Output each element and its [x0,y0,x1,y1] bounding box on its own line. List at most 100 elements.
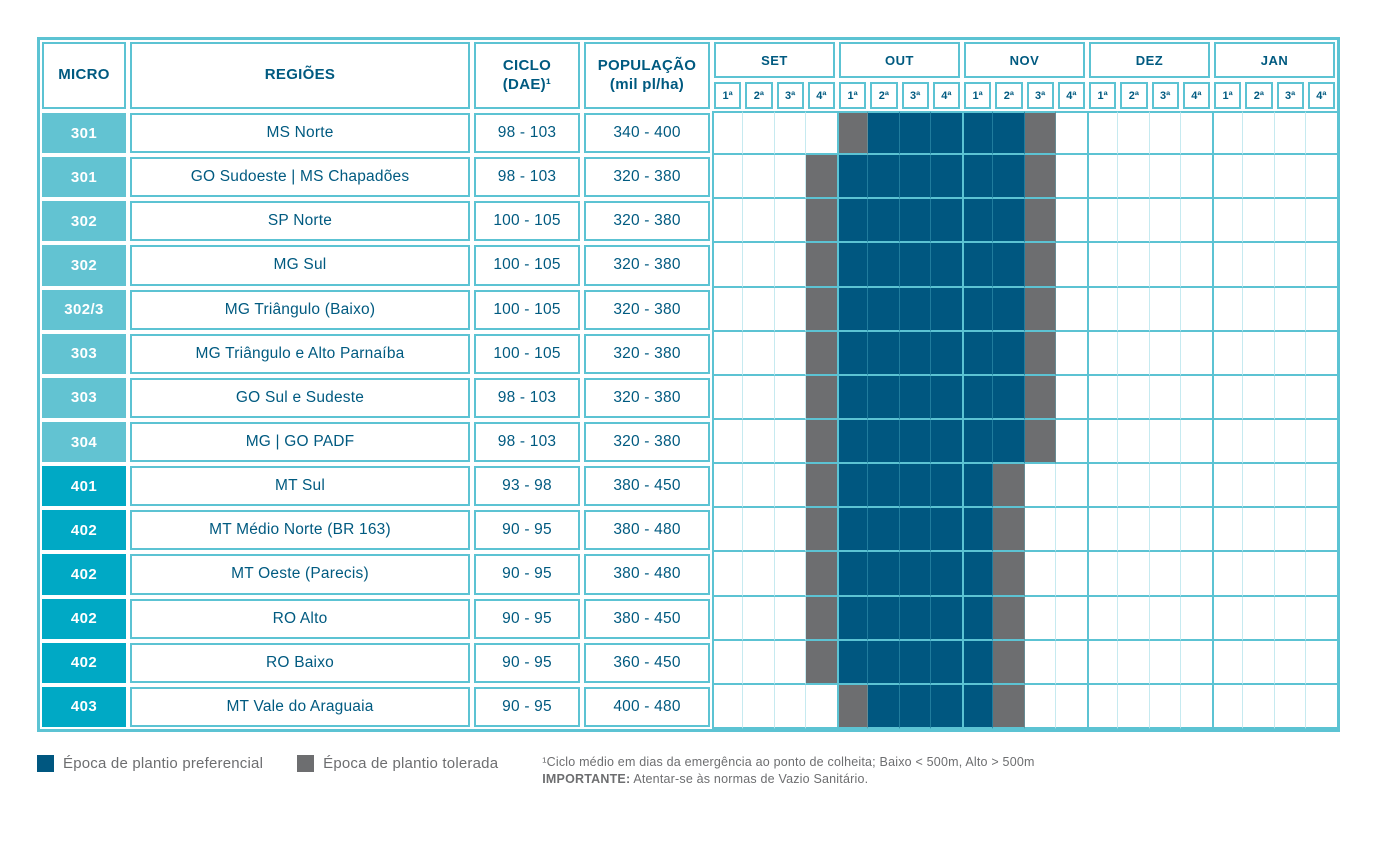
calendar-cell-dez-week1 [1087,464,1119,509]
week-header-dez-2: 2ª [1120,82,1148,109]
calendar-cell-out-week2 [868,419,900,465]
calendar-cell-jan-week3 [1274,640,1306,685]
header-ciclo-line2: (DAE)¹ [502,75,552,93]
ciclo-footnote: ¹Ciclo médio em dias da emergência ao po… [542,754,1035,769]
calendar-cell-set-week3 [774,155,806,200]
calendar-cell-jan-week4 [1305,243,1337,288]
calendar-cell-out-week2 [868,155,900,200]
calendar-cell-set-week4 [805,111,837,156]
calendar-cell-jan-week1 [1212,508,1244,553]
calendar-cell-nov-week3 [1024,111,1056,156]
week-header-set-3: 3ª [776,82,804,109]
calendar-cell-dez-week2 [1118,508,1150,553]
calendar-cell-jan-week3 [1274,596,1306,641]
calendar-cell-dez-week3 [1149,199,1181,244]
populacao-cell: 320 - 380 [584,245,710,286]
calendar-cell-set-week2 [743,508,775,553]
calendar-cell-dez-week4 [1180,552,1212,597]
week-header-out-2: 2ª [870,82,898,109]
calendar-cell-jan-week3 [1274,243,1306,288]
calendar-cell-out-week2 [868,331,900,376]
calendar-cell-jan-week1 [1212,375,1244,420]
calendar-cell-nov-week2 [993,640,1025,685]
calendar-cell-out-week4 [930,684,962,729]
calendar-cell-nov-week4 [1055,155,1087,200]
calendar-cell-out-week1 [837,640,869,685]
calendar-cell-jan-week3 [1274,508,1306,553]
calendar-cell-out-week4 [930,552,962,597]
calendar-cell-jan-week4 [1305,287,1337,332]
calendar-cell-nov-week4 [1055,111,1087,156]
calendar-cell-out-week4 [930,243,962,288]
calendar-cell-dez-week1 [1087,331,1119,376]
calendar-cell-nov-week1 [962,111,994,156]
calendar-cell-set-week2 [743,243,775,288]
calendar-cell-jan-week2 [1243,419,1275,465]
calendar-cell-out-week4 [930,419,962,465]
calendar-cell-jan-week2 [1243,287,1275,332]
region-cell: GO Sudoeste | MS Chapadões [130,157,470,198]
calendar-cell-set-week2 [743,684,775,729]
micro-cell: 302 [42,201,126,242]
calendar-cell-jan-week4 [1305,508,1337,553]
legend-item-preferencial: Época de plantio preferencial [37,754,263,772]
region-cell: MG Triângulo e Alto Parnaíba [130,333,470,374]
header-regioes: REGIÕES [130,42,470,109]
calendar-cell-set-week2 [743,331,775,376]
week-header-dez-4: 4ª [1182,82,1210,109]
calendar-cell-jan-week1 [1212,640,1244,685]
calendar-cell-set-week2 [743,287,775,332]
calendar-cell-jan-week2 [1243,596,1275,641]
micro-cell: 402 [42,510,126,551]
calendar-cell-dez-week4 [1180,596,1212,641]
region-cell: RO Alto [130,598,470,639]
calendar-cell-out-week1 [837,331,869,376]
calendar-cell-nov-week1 [962,419,994,465]
calendar-cell-nov-week1 [962,155,994,200]
calendar-cell-out-week2 [868,640,900,685]
calendar-cell-set-week1 [712,552,744,597]
calendar-cell-dez-week2 [1118,243,1150,288]
calendar-cell-dez-week2 [1118,199,1150,244]
footnotes: ¹Ciclo médio em dias da emergência ao po… [542,754,1034,788]
calendar-cell-nov-week2 [993,199,1025,244]
calendar-cell-dez-week2 [1118,684,1150,729]
region-cell: MG | GO PADF [130,421,470,463]
calendar-cell-jan-week2 [1243,640,1275,685]
calendar-cell-set-week2 [743,199,775,244]
calendar-cell-nov-week2 [993,552,1025,597]
important-note-text: Atentar-se às normas de Vazio Sanitário. [633,771,869,786]
calendar-cell-nov-week4 [1055,684,1087,729]
calendar-cell-set-week4 [805,375,837,420]
calendar-cell-set-week1 [712,155,744,200]
calendar-cell-set-week4 [805,464,837,509]
calendar-cell-dez-week2 [1118,375,1150,420]
calendar-cell-dez-week1 [1087,552,1119,597]
calendar-cell-set-week3 [774,596,806,641]
calendar-cell-dez-week1 [1087,111,1119,156]
calendar-cell-set-week3 [774,331,806,376]
calendar-cell-jan-week4 [1305,199,1337,244]
calendar-cell-out-week4 [930,287,962,332]
ciclo-cell: 90 - 95 [474,510,580,551]
calendar-cell-nov-week1 [962,287,994,332]
calendar-cell-set-week3 [774,287,806,332]
calendar-cell-nov-week3 [1024,419,1056,465]
calendar-cell-nov-week3 [1024,375,1056,420]
ciclo-cell: 90 - 95 [474,686,580,727]
week-header-jan-3: 3ª [1276,82,1304,109]
calendar-cell-nov-week2 [993,508,1025,553]
important-note-label: IMPORTANTE: [542,771,631,786]
calendar-cell-nov-week3 [1024,155,1056,200]
calendar-cell-out-week4 [930,596,962,641]
calendar-cell-jan-week1 [1212,331,1244,376]
header-micro: MICRO [42,42,126,109]
calendar-cell-set-week4 [805,419,837,465]
calendar-cell-set-week3 [774,640,806,685]
calendar-cell-out-week2 [868,243,900,288]
calendar-cell-dez-week2 [1118,331,1150,376]
calendar-cell-jan-week4 [1305,596,1337,641]
populacao-cell: 380 - 450 [584,466,710,507]
calendar-cell-dez-week3 [1149,596,1181,641]
calendar-cell-set-week1 [712,111,744,156]
